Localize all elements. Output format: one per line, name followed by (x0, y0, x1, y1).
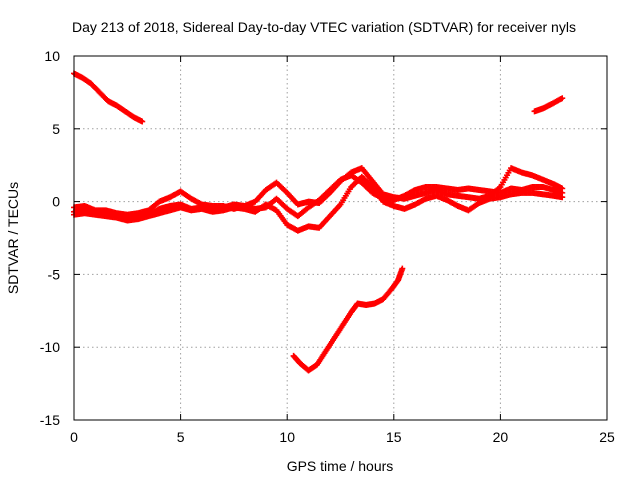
series-arc-high-end (531, 95, 566, 115)
data-point (559, 194, 566, 201)
series-arc-low-dip (290, 265, 406, 374)
axis-ticks: 0 5 10 15 20 25 -15 -10 -5 0 5 10 (40, 48, 615, 445)
y-tick-label: 5 (52, 121, 60, 137)
series-cluster-c (71, 173, 566, 234)
x-axis-label: GPS time / hours (287, 458, 394, 474)
y-axis-label: SDTVAR / TECUs (5, 182, 21, 294)
x-tick-label: 5 (177, 429, 185, 445)
x-tick-label: 25 (599, 429, 615, 445)
data-points (71, 70, 566, 374)
y-tick-label: 10 (44, 48, 60, 64)
plot-frame (73, 55, 608, 421)
series-arc-high-start (71, 70, 146, 125)
chart-title: Day 213 of 2018, Sidereal Day-to-day VTE… (72, 19, 576, 35)
x-tick-label: 0 (70, 429, 78, 445)
y-tick-label: 0 (52, 194, 60, 210)
y-tick-label: -10 (40, 339, 60, 355)
x-tick-label: 20 (493, 429, 509, 445)
data-point (559, 95, 566, 102)
data-point (399, 265, 406, 272)
data-point (139, 118, 146, 125)
grid (74, 56, 607, 420)
x-tick-label: 15 (386, 429, 402, 445)
data-point (559, 185, 566, 192)
y-tick-label: -15 (40, 412, 60, 428)
x-tick-label: 10 (279, 429, 295, 445)
y-tick-label: -5 (48, 266, 61, 282)
